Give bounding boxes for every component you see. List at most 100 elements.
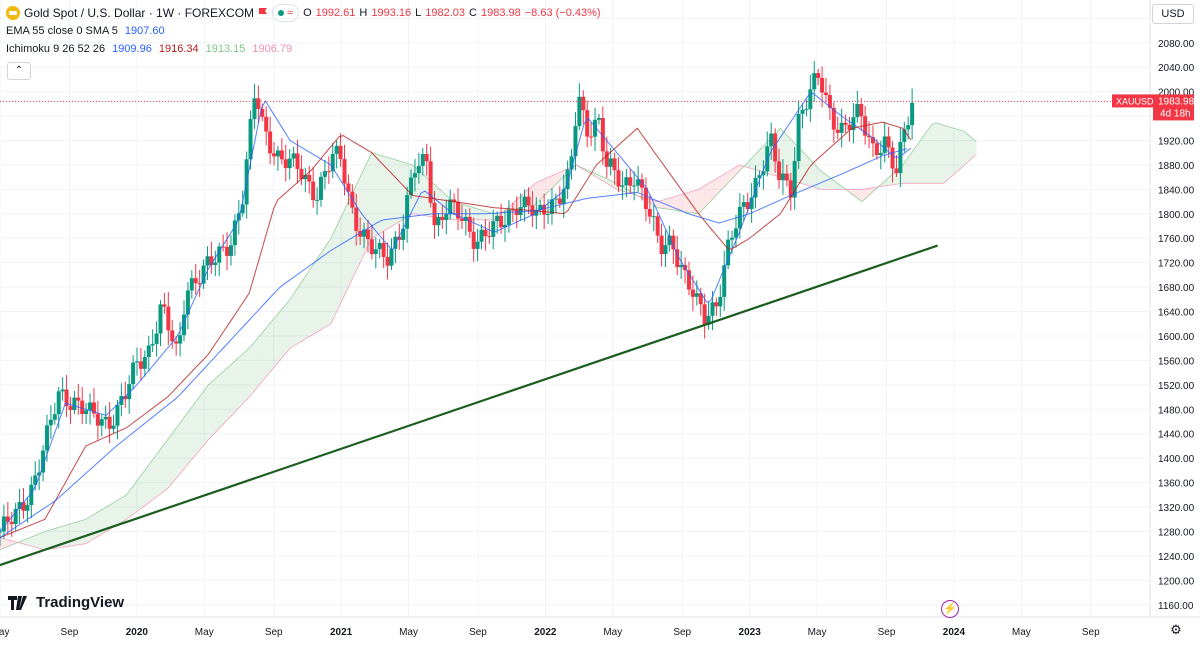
high-label: H bbox=[359, 7, 368, 19]
ichimoku-cloud-segment bbox=[326, 238, 331, 327]
candle-body bbox=[780, 173, 785, 181]
candle-body bbox=[800, 109, 805, 114]
ichimoku-cloud-segment bbox=[167, 434, 172, 489]
ema-legend[interactable]: EMA 55 close 0 SMA 5 1907.60 bbox=[6, 25, 165, 37]
ichimoku-cloud-segment bbox=[416, 168, 421, 216]
lightning-icon[interactable]: ⚡ bbox=[941, 600, 959, 618]
time-tick-label: Sep bbox=[1082, 627, 1100, 638]
ichimoku-cloud-segment bbox=[290, 293, 295, 349]
candle-body bbox=[60, 389, 65, 392]
candle-body bbox=[459, 218, 464, 221]
ichimoku-legend[interactable]: Ichimoku 9 26 52 26 1909.96 1916.34 1913… bbox=[6, 43, 292, 55]
ichimoku-tenkan-line bbox=[0, 92, 912, 532]
ichimoku-cloud-segment bbox=[829, 177, 834, 190]
candle-body bbox=[640, 179, 645, 188]
ichimoku-cloud-segment bbox=[690, 190, 695, 214]
candle-body bbox=[737, 206, 742, 229]
price-tick-label: 1200.00 bbox=[1158, 576, 1195, 587]
time-tick-label: Sep bbox=[469, 627, 487, 638]
ichimoku-cloud-segment bbox=[8, 539, 13, 547]
ichimoku-cloud-segment bbox=[935, 122, 940, 184]
ichimoku-cloud-segment bbox=[955, 128, 961, 173]
candle-body bbox=[589, 136, 594, 138]
candle-body bbox=[334, 145, 339, 154]
ichimoku-cloud-segment bbox=[155, 450, 160, 498]
candle-body bbox=[510, 209, 515, 211]
candle-body bbox=[260, 108, 265, 117]
collapse-icon[interactable]: ⌃ bbox=[7, 62, 31, 80]
ichimoku-cloud-segment bbox=[682, 193, 687, 212]
ichimoku-cloud-segment bbox=[866, 188, 871, 198]
candle-body bbox=[628, 177, 633, 186]
ichimoku-cloud-segment bbox=[698, 186, 703, 214]
ichimoku-cloud-segment bbox=[379, 155, 385, 234]
tradingview-logo-icon bbox=[8, 595, 27, 610]
candle-body bbox=[843, 122, 848, 125]
candle-body bbox=[287, 158, 292, 169]
candle-body bbox=[538, 204, 543, 210]
time-tick-label: 2023 bbox=[739, 627, 762, 638]
candle-body bbox=[158, 304, 163, 334]
candle-body bbox=[99, 419, 104, 426]
candle-body bbox=[256, 98, 261, 109]
candle-body bbox=[409, 177, 414, 196]
candle-body bbox=[95, 413, 100, 426]
ichimoku-cloud-segment bbox=[960, 130, 965, 169]
candle-body bbox=[13, 508, 18, 525]
candle-body bbox=[773, 133, 778, 162]
price-tick-label: 1880.00 bbox=[1158, 161, 1195, 172]
candle-body bbox=[142, 357, 147, 369]
ichimoku-cloud-segment bbox=[747, 158, 752, 169]
time-tick-label: 2022 bbox=[534, 627, 557, 638]
ichimoku-cloud-segment bbox=[482, 210, 487, 220]
candle-body bbox=[279, 150, 284, 160]
candle-body bbox=[326, 171, 331, 173]
ichimoku-senkou-a-line bbox=[0, 122, 977, 551]
candle-body bbox=[76, 397, 81, 401]
candle-body bbox=[346, 183, 351, 192]
ichimoku-cloud-segment bbox=[265, 323, 270, 378]
gear-icon[interactable]: ⚙ bbox=[1170, 622, 1182, 637]
currency-button[interactable]: USD bbox=[1152, 4, 1194, 24]
ichimoku-cloud-segment bbox=[674, 195, 679, 211]
ichimoku-cloud-segment bbox=[461, 204, 466, 220]
candle-body bbox=[416, 165, 421, 174]
ichimoku-tenkan-value: 1909.96 bbox=[112, 43, 152, 55]
ichimoku-cloud-segment bbox=[179, 417, 184, 475]
candle-body bbox=[41, 450, 46, 473]
ichimoku-cloud-segment bbox=[49, 529, 54, 550]
candle-body bbox=[189, 278, 194, 291]
flag-icon[interactable] bbox=[258, 7, 268, 19]
candle-body bbox=[718, 296, 723, 307]
ichimoku-cloud-segment bbox=[825, 174, 830, 190]
candle-body bbox=[373, 249, 378, 255]
candle-body bbox=[197, 283, 202, 285]
ichimoku-cloud-segment bbox=[808, 158, 813, 187]
price-tick-label: 1280.00 bbox=[1158, 527, 1195, 538]
tradingview-logo[interactable]: TradingView bbox=[8, 594, 124, 611]
price-tick-label: 1320.00 bbox=[1158, 503, 1195, 514]
price-tick-label: 1720.00 bbox=[1158, 259, 1195, 270]
ichimoku-cloud-segment bbox=[257, 333, 262, 388]
price-tick-label: 1360.00 bbox=[1158, 479, 1195, 490]
candle-body bbox=[851, 117, 856, 130]
ichimoku-cloud-segment bbox=[32, 534, 37, 548]
compare-pill[interactable]: ≈ bbox=[272, 4, 300, 22]
candle-body bbox=[456, 201, 461, 219]
symbol-title[interactable]: Gold Spot / U.S. Dollar · 1W · FOREXCOM bbox=[24, 6, 255, 20]
price-tick-label: 1440.00 bbox=[1158, 430, 1195, 441]
time-tick-label: May bbox=[195, 627, 214, 638]
ichimoku-cloud-segment bbox=[114, 499, 119, 527]
candle-body bbox=[593, 119, 598, 137]
ema-value: 1907.60 bbox=[124, 25, 165, 37]
ichimoku-cloud-segment bbox=[314, 256, 319, 334]
time-tick-label: May bbox=[399, 627, 418, 638]
candle-body bbox=[604, 151, 609, 167]
symbol-tag bbox=[1112, 94, 1154, 108]
gold-symbol-icon bbox=[6, 6, 20, 20]
candle-body bbox=[679, 264, 684, 268]
candle-body bbox=[319, 176, 324, 200]
candle-body bbox=[788, 180, 793, 198]
candle-body bbox=[596, 117, 601, 120]
